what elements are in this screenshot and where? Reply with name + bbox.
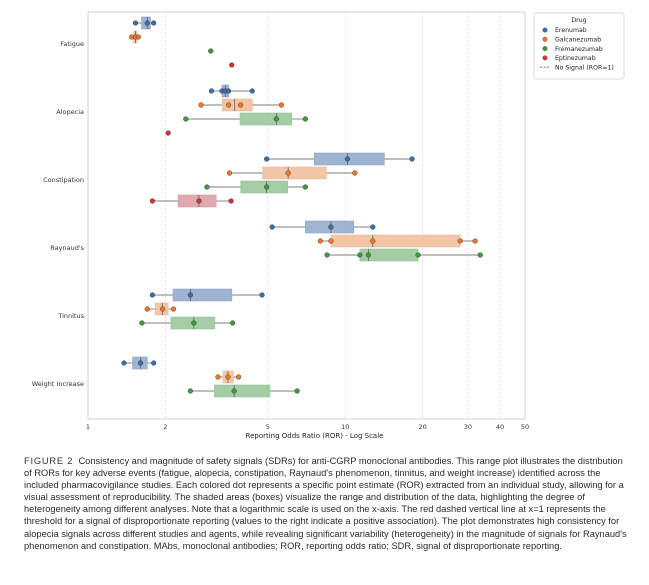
group-raynaud-s-erenumab-point: [269, 224, 275, 230]
legend-label-erenumab: Erenumab: [555, 27, 587, 34]
group-alopecia-erenumab-point: [225, 88, 232, 94]
x-tick-label: 1: [86, 423, 90, 431]
x-tick-label: 10: [341, 423, 349, 431]
legend-label-fremanezumab: Fremanezumab: [555, 46, 603, 53]
group-tinnitus-fremanezumab-point: [191, 320, 197, 326]
group-weight-increase-galcanezumab-point: [225, 374, 231, 380]
group-constipation-galcanezumab-point: [285, 170, 291, 176]
group-raynaud-s-fremanezumab-point: [415, 252, 421, 258]
x-tick-label: 2: [163, 423, 167, 431]
group-fatigue-erenumab-point: [132, 20, 139, 26]
group-alopecia-eptinezumab-point: [165, 130, 171, 136]
group-raynaud-s-galcanezumab-box: [330, 234, 461, 248]
group-weight-increase-erenumab-point: [121, 360, 127, 366]
x-tick-label: 50: [521, 423, 529, 431]
category-label-tinnitus: Tinnitus: [57, 312, 84, 320]
legend-marker-fremanezumab: [542, 46, 548, 52]
group-tinnitus-galcanezumab-point: [170, 306, 177, 312]
group-constipation-erenumab-point: [409, 156, 415, 162]
legend-label-galcanezumab: Galcanezumab: [555, 37, 601, 44]
legend-label-no-signal-ror-1: No Signal (ROR=1): [555, 64, 614, 71]
group-fatigue-erenumab-point: [151, 20, 157, 26]
group-constipation-eptinezumab-point: [149, 198, 156, 204]
group-tinnitus-erenumab-point: [149, 292, 156, 298]
figure-caption: FIGURE 2 Consistency and magnitude of sa…: [24, 455, 630, 552]
legend-marker-eptinezumab: [542, 55, 548, 61]
group-constipation-erenumab-point: [264, 156, 270, 162]
group-tinnitus-galcanezumab-point: [144, 306, 150, 312]
group-weight-increase-fremanezumab-point: [294, 388, 300, 394]
group-raynaud-s-erenumab-point: [370, 224, 376, 230]
group-tinnitus-erenumab-point: [187, 292, 193, 298]
caption-text: Consistency and magnitude of safety sign…: [24, 456, 627, 551]
group-raynaud-s-galcanezumab-point: [370, 238, 376, 244]
group-constipation-fremanezumab-point: [204, 184, 210, 190]
legend: Drug Erenumab Galcanezumab Fremanezumab Ept…: [533, 12, 625, 80]
category-label-fatigue: Fatigue: [60, 40, 84, 48]
legend-frame: [533, 12, 625, 80]
group-raynaud-s-galcanezumab-point: [457, 238, 463, 244]
x-tick-label: 5: [266, 423, 270, 431]
x-tick-label: 30: [464, 423, 472, 431]
group-tinnitus-fremanezumab-point: [230, 320, 236, 326]
category-label-alopecia: Alopecia: [56, 108, 84, 116]
group-alopecia-galcanezumab-point: [225, 102, 232, 108]
group-alopecia-fremanezumab-point: [273, 116, 279, 122]
group-fatigue-fremanezumab-point: [208, 48, 214, 54]
category-label-weight-increase: Weight Increase: [32, 380, 84, 388]
range-plot: Fatigue Alopecia Constipation Raynaud's Tinn…: [32, 11, 625, 440]
group-weight-increase-fremanezumab-point: [231, 388, 237, 394]
group-constipation-fremanezumab-point: [264, 184, 270, 190]
group-raynaud-s-galcanezumab-point: [472, 238, 478, 244]
category-label-raynaud-s: Raynaud's: [50, 244, 84, 252]
group-alopecia-galcanezumab-point: [198, 102, 204, 108]
legend-title: Drug: [571, 17, 586, 24]
group-alopecia-galcanezumab-point: [238, 102, 244, 108]
group-weight-increase-erenumab-point: [137, 360, 144, 366]
figure-label: FIGURE 2: [24, 456, 74, 466]
x-axis-title: Reporting Odds Ratio (ROR) - Log Scale: [246, 432, 384, 440]
group-weight-increase-fremanezumab-point: [187, 388, 193, 394]
group-raynaud-s-fremanezumab-point: [477, 252, 483, 258]
group-alopecia-fremanezumab-point: [183, 116, 189, 122]
group-raynaud-s-fremanezumab-point: [324, 252, 330, 258]
group-constipation-eptinezumab-point: [228, 198, 234, 204]
group-raynaud-s-fremanezumab-point: [357, 252, 363, 258]
group-constipation-galcanezumab-point: [226, 170, 233, 176]
group-weight-increase-galcanezumab-point: [235, 374, 242, 380]
group-alopecia-galcanezumab-box: [221, 98, 253, 112]
group-alopecia-erenumab-point: [249, 88, 255, 94]
group-alopecia-erenumab-point: [208, 88, 215, 94]
group-fatigue-galcanezumab-point: [135, 34, 141, 40]
group-weight-increase-fremanezumab-box: [214, 384, 271, 398]
group-tinnitus-galcanezumab-point: [160, 306, 166, 312]
group-constipation-eptinezumab-point: [196, 198, 202, 204]
group-fatigue-eptinezumab-point: [229, 62, 235, 68]
group-weight-increase-erenumab-point: [151, 360, 157, 366]
group-tinnitus-erenumab-point: [259, 292, 265, 298]
x-tick-label: 40: [496, 423, 504, 431]
group-constipation-fremanezumab-point: [302, 184, 308, 190]
x-tick-label: 20: [419, 423, 427, 431]
legend-marker-galcanezumab: [542, 36, 548, 42]
group-tinnitus-erenumab-box: [172, 288, 233, 302]
legend-marker-erenumab: [542, 27, 548, 33]
group-alopecia-fremanezumab-box: [239, 112, 293, 126]
group-constipation-galcanezumab-point: [352, 170, 358, 176]
group-raynaud-s-galcanezumab-point: [317, 238, 323, 244]
group-raynaud-s-galcanezumab-point: [328, 238, 334, 244]
group-alopecia-fremanezumab-point: [302, 116, 308, 122]
category-label-constipation: Constipation: [43, 176, 84, 184]
group-alopecia-galcanezumab-point: [278, 102, 285, 108]
group-weight-increase-galcanezumab-point: [215, 374, 221, 380]
group-constipation-galcanezumab-box: [262, 166, 327, 180]
group-constipation-erenumab-point: [344, 156, 351, 162]
plot-area: [87, 11, 526, 420]
group-tinnitus-fremanezumab-point: [139, 320, 145, 326]
group-raynaud-s-erenumab-point: [328, 224, 334, 230]
group-raynaud-s-fremanezumab-point: [365, 252, 371, 258]
legend-label-eptinezumab: Eptinezumab: [555, 55, 596, 62]
group-fatigue-erenumab-point: [144, 20, 150, 26]
